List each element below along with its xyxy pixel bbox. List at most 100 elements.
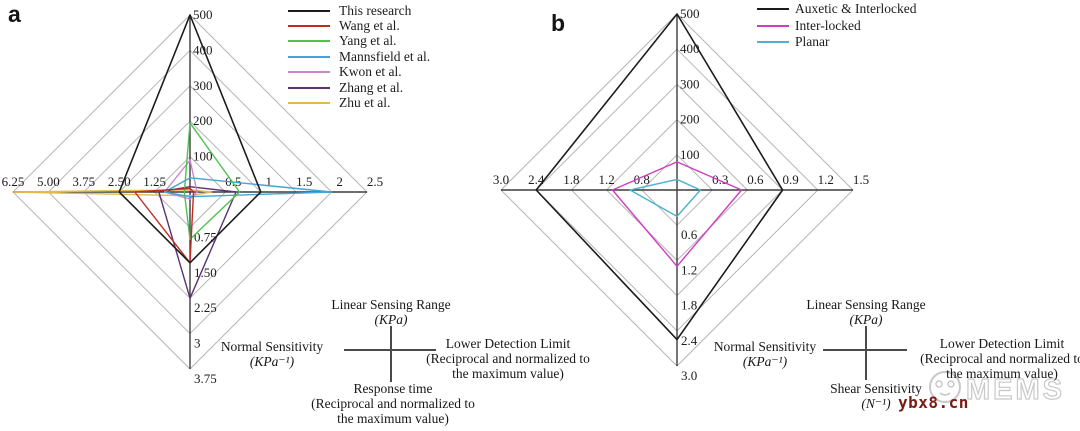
tick-label-left: 3.0: [493, 172, 509, 187]
tick-label-top: 200: [680, 112, 700, 127]
legend-swatch-line: [288, 40, 330, 43]
tick-label-left: 1.25: [143, 174, 166, 189]
legend-swatch-line: [757, 24, 789, 27]
axis-annotation-name: Lower Detection Limit: [939, 336, 1065, 351]
axis-annotation-unit: (N⁻¹): [861, 396, 891, 411]
axis-annotation-line: the maximum value): [452, 366, 564, 381]
tick-label-top: 100: [680, 147, 700, 162]
series-polygon: [163, 177, 333, 198]
tick-label-top: 400: [680, 41, 700, 56]
legend-label: Wang et al.: [339, 18, 400, 34]
tick-label-bottom: 1.8: [681, 298, 697, 313]
tick-label-bottom: 0.6: [681, 227, 698, 242]
annotation-cross-horizontal: [823, 349, 907, 351]
legend-label: Zhang et al.: [339, 79, 404, 95]
axis-annotation-line: (Reciprocal and normalized to: [311, 396, 475, 411]
watermark-logo-icon: [929, 371, 961, 403]
tick-label-right: 1.5: [296, 174, 312, 189]
axis-annotation-name: Normal Sensitivity: [220, 339, 324, 354]
legend-item: Inter-locked: [757, 18, 916, 35]
tick-label-bottom: 3.75: [194, 371, 217, 386]
axis-annotation-right: Lower Detection Limit (Reciprocal and nor…: [426, 336, 590, 381]
legend-swatch-line: [288, 9, 330, 12]
axis-annotation-unit: (KPa): [374, 312, 408, 327]
tick-label-right: 0.3: [712, 172, 728, 187]
axis-annotation-unit: (KPa): [849, 312, 883, 327]
legend-label: This research: [339, 2, 412, 18]
legend-item: Zhu et al.: [288, 95, 430, 110]
axis-annotation-top: Linear Sensing Range (KPa): [331, 297, 450, 327]
legend-swatch-line: [288, 102, 330, 105]
legend-item: Yang et al.: [288, 33, 430, 49]
legend-label: Auxetic & Interlocked: [795, 1, 917, 17]
tick-label-left: 1.2: [598, 172, 614, 187]
axis-annotation-top: Linear Sensing Range (KPa): [806, 297, 925, 327]
annotation-cross-vertical: [390, 326, 392, 382]
legend-item: This research: [288, 3, 430, 18]
tick-label-top: 300: [680, 76, 700, 91]
legend-item: Auxetic & Interlocked: [757, 1, 916, 18]
legend-item: Mannsfield et al.: [288, 49, 430, 64]
tick-label-left: 2.50: [108, 174, 131, 189]
legend-label: Kwon et al.: [339, 64, 402, 80]
tick-label-bottom: 2.4: [681, 333, 698, 348]
legend-label: Planar: [795, 34, 830, 50]
watermark-site-link[interactable]: ybx8.cn: [898, 393, 969, 412]
annotation-cross-vertical: [865, 326, 867, 380]
tick-label-right: 1.2: [818, 172, 834, 187]
axis-annotation-bottom: Response time (Reciprocal and normalized …: [311, 381, 475, 426]
tick-label-left: 6.25: [2, 174, 25, 189]
panel-label-a: a: [8, 1, 21, 27]
radar-panel-b: 1000.30.60.82000.61.21.23000.91.81.84001…: [493, 6, 869, 383]
series-polygon: [611, 161, 743, 267]
axis-annotation-right: Lower Detection Limit (Reciprocal and nor…: [920, 336, 1080, 381]
tick-label-top: 500: [193, 7, 213, 22]
tick-label-top: 200: [193, 113, 213, 128]
series-polygon: [118, 14, 262, 264]
annotation-cross-horizontal: [344, 349, 436, 351]
axis-annotation-name: Lower Detection Limit: [445, 336, 571, 351]
tick-label-top: 400: [193, 42, 213, 57]
axis-annotation-unit: (KPa⁻¹): [742, 354, 788, 369]
watermark-logo-eye-icon: [947, 380, 955, 388]
legend-swatch-line: [757, 41, 789, 44]
tick-label-left: 3.75: [72, 174, 95, 189]
legend-label: Mannsfield et al.: [339, 48, 431, 64]
legend-item: Kwon et al.: [288, 64, 430, 80]
watermark-brand: MEMS: [966, 374, 1065, 406]
axis-annotation-name: Linear Sensing Range: [806, 297, 926, 312]
tick-label-right: 0.9: [782, 172, 798, 187]
tick-label-top: 300: [193, 78, 213, 93]
axis-annotation-unit: (KPa⁻¹): [249, 354, 295, 369]
axis-annotation-line: the maximum value): [337, 411, 449, 426]
legend-label: Yang et al.: [339, 33, 397, 49]
watermark-logo-smile-icon: [939, 392, 951, 396]
series-polygon: [12, 189, 212, 197]
tick-label-bottom: 1.50: [194, 265, 217, 280]
tick-label-left: 1.8: [563, 172, 579, 187]
legend-swatch-line: [757, 8, 789, 11]
axis-annotation-name: Normal Sensitivity: [713, 339, 817, 354]
legend-b: Auxetic & Interlocked Inter-locked Planar: [757, 1, 916, 51]
series-polygon: [183, 122, 241, 240]
tick-label-bottom: 3.0: [681, 368, 697, 383]
tick-label-right: 1: [266, 174, 273, 189]
tick-label-left: 5.00: [37, 174, 60, 189]
tick-label-right: 1.5: [853, 172, 869, 187]
legend-swatch-line: [288, 86, 330, 89]
legend-label: Zhu et al.: [339, 95, 391, 111]
tick-label-right: 2.5: [367, 174, 383, 189]
tick-label-right: 0.6: [747, 172, 764, 187]
series-polygon: [163, 159, 198, 200]
series-polygon: [629, 178, 702, 218]
radar-panel-a: 1000.50.751.2520011.502.503001.52.253.75…: [2, 7, 384, 386]
axis-annotation-bottom: Shear Sensitivity (N⁻¹): [830, 381, 922, 411]
legend-swatch-line: [288, 71, 330, 74]
watermark: MEMS: [929, 371, 1065, 407]
panel-label-b: b: [551, 10, 566, 36]
axis-annotation-name: Shear Sensitivity: [830, 381, 922, 396]
tick-label-top: 100: [193, 149, 213, 164]
legend-item: Zhang et al.: [288, 80, 430, 95]
axis-annotation-line: (Reciprocal and normalized to: [920, 351, 1080, 366]
